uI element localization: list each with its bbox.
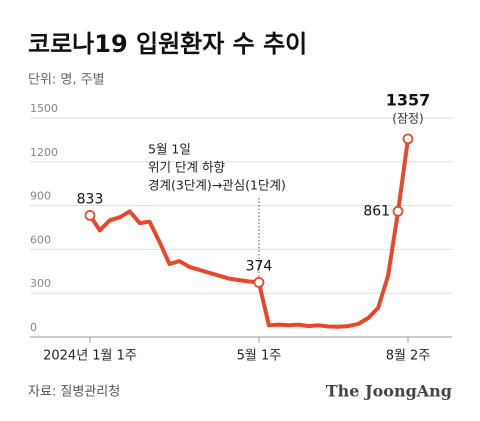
data-note: (잠정)	[392, 111, 423, 125]
data-label: 833	[77, 191, 104, 207]
y-tick-label: 900	[30, 190, 51, 203]
data-label: 1357	[386, 90, 431, 109]
y-tick-label: 1500	[30, 102, 58, 115]
point-marker	[392, 205, 404, 217]
data-label: 861	[363, 203, 390, 219]
x-tick-label: 2024년 1월 1주	[43, 349, 137, 364]
line	[88, 138, 410, 329]
annotation: 위기 단계 하향	[148, 160, 225, 175]
y-tick-label: 300	[30, 277, 51, 290]
data-label: 374	[246, 258, 273, 274]
chart-title: 코로나19 입원환자 수 추이	[28, 30, 307, 58]
point-marker	[84, 209, 96, 221]
y-tick-label: 600	[30, 233, 51, 246]
annotation: 5월 1일	[148, 142, 191, 157]
brand: The JoongAng	[326, 382, 452, 401]
x-tick-label: 8월 2주	[386, 349, 431, 364]
chart-subtitle: 단위: 명, 주별	[28, 73, 105, 88]
point-marker	[402, 133, 414, 145]
annotation: 경계(3단계)→관심(1단계)	[148, 178, 286, 193]
source: 자료: 질병관리청	[28, 385, 120, 400]
y-tick-label: 1200	[30, 146, 58, 159]
y-tick-label: 0	[30, 321, 37, 334]
x-tick-label: 5월 1주	[237, 349, 282, 364]
point-marker	[253, 276, 265, 288]
